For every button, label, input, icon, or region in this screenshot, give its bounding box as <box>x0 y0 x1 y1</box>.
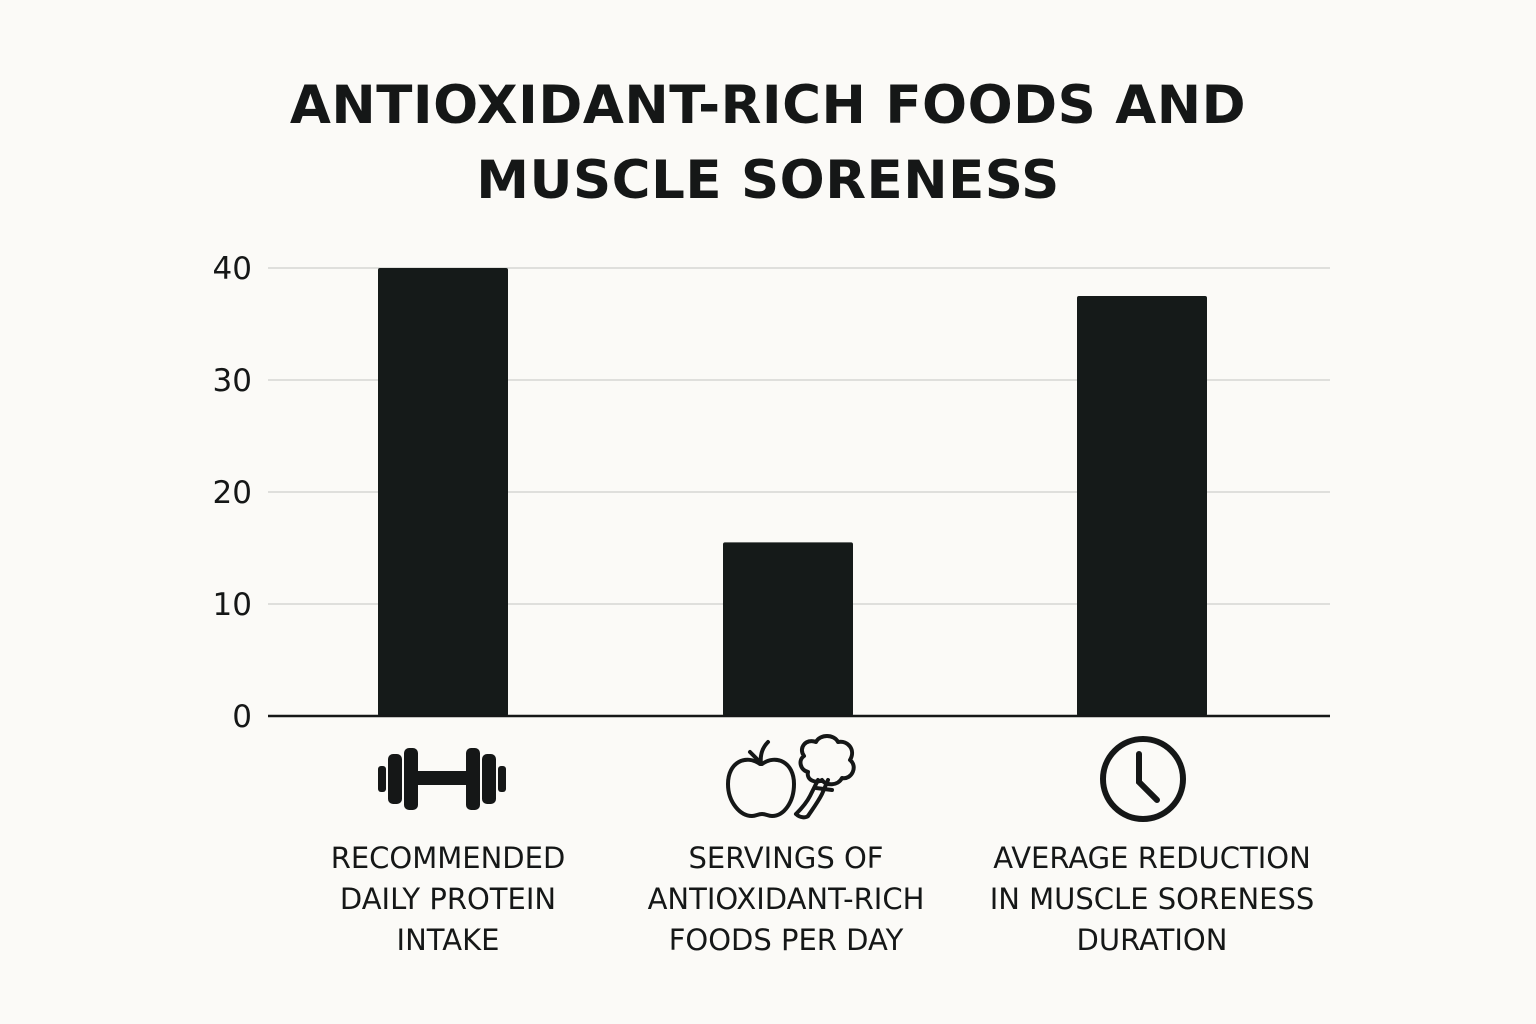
y-tick-label: 0 <box>232 699 252 735</box>
apple-broccoli-icon <box>726 734 856 820</box>
category-label-line: FOODS PER DAY <box>668 923 904 957</box>
category-label-antioxidant: SERVINGS OF ANTIOXIDANT-RICH FOODS PER D… <box>606 838 966 961</box>
chart-title-line-2: MUSCLE SORENESS <box>476 150 1060 211</box>
y-tick-label: 20 <box>213 475 252 511</box>
category-label-line: SERVINGS OF <box>688 841 884 875</box>
category-label-line: INTAKE <box>396 923 500 957</box>
y-tick-label: 40 <box>213 251 252 287</box>
category-label-line: IN MUSCLE SORENESS <box>989 882 1315 916</box>
category-label-line: RECOMMENDED <box>330 841 566 875</box>
category-label-line: ANTIOXIDANT-RICH <box>647 882 925 916</box>
bar <box>378 268 508 716</box>
category-label-line: DAILY PROTEIN <box>339 882 557 916</box>
y-tick-label: 10 <box>213 587 252 623</box>
bar <box>1077 296 1207 716</box>
chart-title-line-1: ANTIOXIDANT-RICH FOODS AND <box>289 75 1247 136</box>
bars <box>378 268 1207 716</box>
category-label-line: AVERAGE REDUCTION <box>993 841 1311 875</box>
clock-icon <box>1100 736 1186 822</box>
category-label-soreness: AVERAGE REDUCTION IN MUSCLE SORENESS DUR… <box>972 838 1332 961</box>
y-tick-label: 30 <box>213 363 252 399</box>
y-tick-labels: 0 10 20 30 40 <box>213 251 252 735</box>
chart-title: ANTIOXIDANT-RICH FOODS AND MUSCLE SORENE… <box>168 68 1368 218</box>
bar <box>723 542 853 716</box>
category-label-line: DURATION <box>1076 923 1228 957</box>
category-label-protein: RECOMMENDED DAILY PROTEIN INTAKE <box>268 838 628 961</box>
dumbbell-icon <box>378 748 506 810</box>
